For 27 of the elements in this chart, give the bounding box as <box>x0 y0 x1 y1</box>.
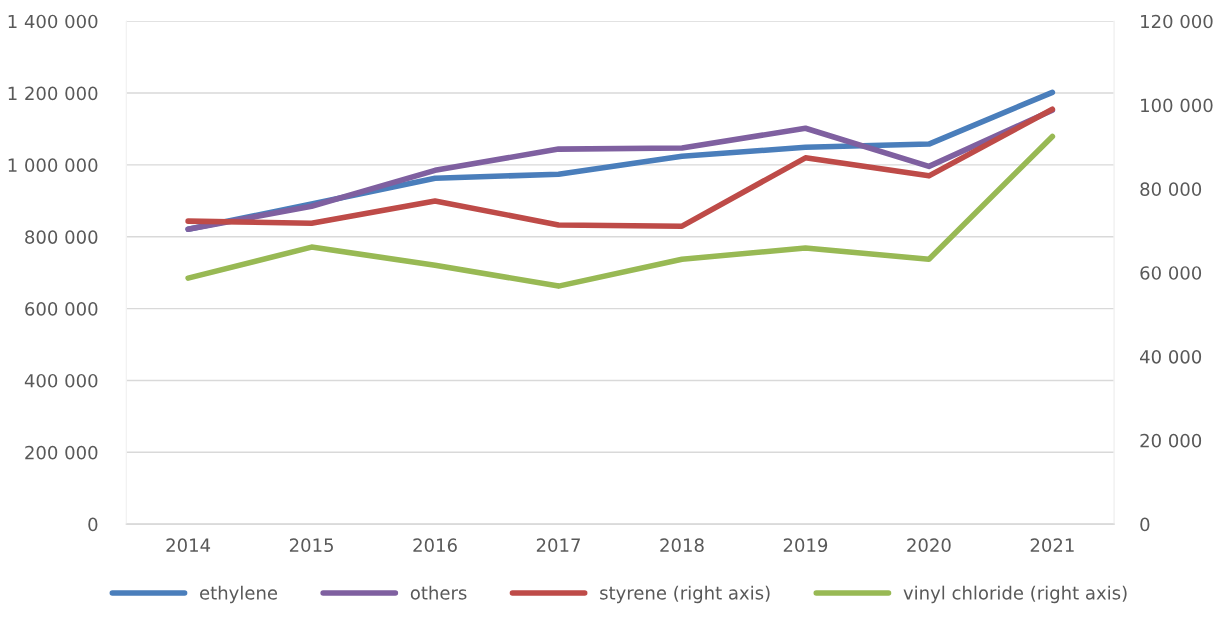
y-tick-label: 1 200 000 <box>8 86 98 101</box>
y-tick-label: 800 000 <box>25 230 98 244</box>
y-tick-label: 1 400 000 <box>8 14 98 29</box>
x-tick-label: 2015 <box>289 538 333 553</box>
y2-tick-label: 40 000 <box>1140 349 1202 364</box>
y2-tick-label: 0 <box>1140 517 1150 532</box>
legend-label: styrene (right axis) <box>600 585 770 604</box>
x-tick-label: 2021 <box>1030 538 1074 553</box>
x-tick-label: 2020 <box>907 538 951 553</box>
x-tick-label: 2016 <box>413 538 457 553</box>
y2-tick-label: 80 000 <box>1140 182 1202 196</box>
legend-label: ethylene <box>200 585 278 604</box>
x-tick-label: 2017 <box>536 538 580 553</box>
y-tick-label: 1 000 000 <box>8 158 98 173</box>
y2-tick-label: 100 000 <box>1141 98 1213 113</box>
x-tick-label: 2018 <box>660 538 704 553</box>
y2-tick-label: 20 000 <box>1140 433 1202 448</box>
y-tick-label: 200 000 <box>25 445 98 460</box>
legend-label: vinyl chloride (right axis) <box>903 585 1127 604</box>
y-tick-label: 0 <box>88 517 98 532</box>
x-tick-label: 2014 <box>166 538 211 553</box>
legend-label: others <box>410 585 467 600</box>
y-tick-label: 600 000 <box>25 302 98 316</box>
y2-tick-label: 120 000 <box>1141 14 1213 29</box>
x-tick-label: 2019 <box>783 538 828 553</box>
y2-tick-label: 60 000 <box>1140 266 1202 280</box>
y-tick-label: 400 000 <box>24 373 98 388</box>
